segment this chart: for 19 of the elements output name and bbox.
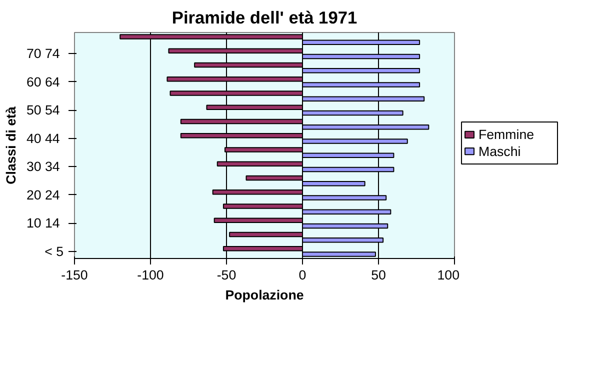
x-tick-label: -50 [216, 268, 236, 282]
y-tick-label: 60 64 [26, 74, 60, 90]
legend-label: Femmine [478, 127, 534, 142]
x-tick-label: 100 [437, 268, 460, 282]
y-tick-label: 40 44 [26, 130, 60, 146]
y-tick-label: 20 24 [26, 187, 60, 202]
chart-title: Piramide dell' età 1971 [172, 8, 358, 28]
y-tick-label: 50 54 [26, 102, 60, 118]
x-tick-label: -100 [137, 268, 164, 282]
y-tick-label: < 5 [44, 244, 64, 259]
y-tick-label: 10 14 [26, 216, 60, 231]
y-axis-title: Classi di età [3, 106, 18, 184]
y-tick-label: 70 74 [26, 46, 60, 62]
x-tick-label: 50 [371, 268, 386, 282]
y-tick-label: 30 34 [26, 159, 60, 174]
x-tick-label: 0 [298, 268, 306, 282]
legend-label: Maschi [478, 144, 521, 159]
x-tick-label: -150 [61, 268, 88, 282]
x-axis-title: Popolazione [225, 288, 304, 302]
